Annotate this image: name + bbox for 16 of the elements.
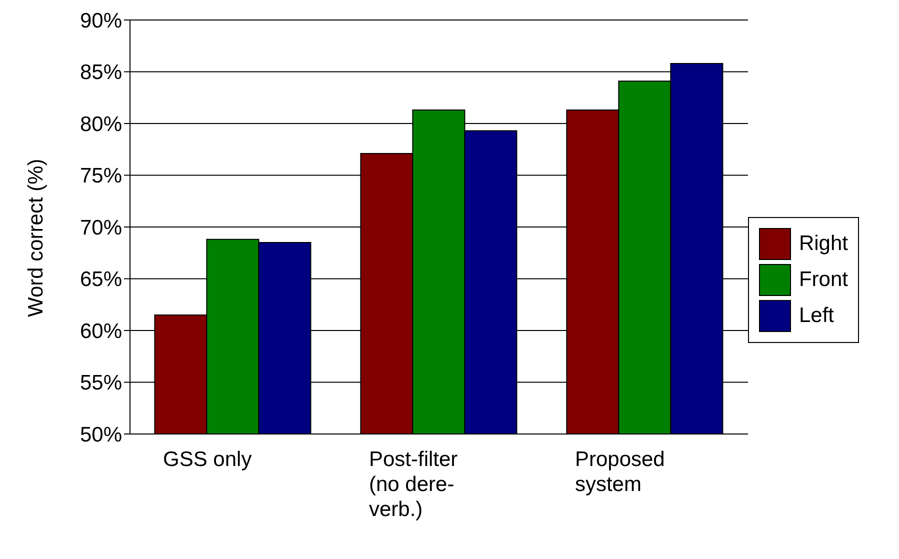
x-tick-label: Proposed system <box>574 448 665 496</box>
legend-label: Right <box>798 232 848 256</box>
y-tick-label: 55% <box>80 372 122 395</box>
x-tick-label: GSS only <box>162 448 252 471</box>
y-tick-label: 90% <box>80 9 122 32</box>
y-tick-label: 60% <box>80 320 122 343</box>
legend-label: Left <box>798 304 834 328</box>
y-tick-label: 65% <box>80 268 122 292</box>
y-tick-label: 80% <box>80 112 122 136</box>
x-tick-label: Post-filter (no dere-verb.) <box>368 448 458 521</box>
y-tick-label: 75% <box>80 164 122 188</box>
y-tick-label: 85% <box>80 61 122 84</box>
legend-label: Front <box>798 268 848 292</box>
y-tick-label: 50% <box>80 423 122 446</box>
y-axis-title: Word correct (%) <box>24 158 48 317</box>
y-tick-label: 70% <box>80 216 122 240</box>
